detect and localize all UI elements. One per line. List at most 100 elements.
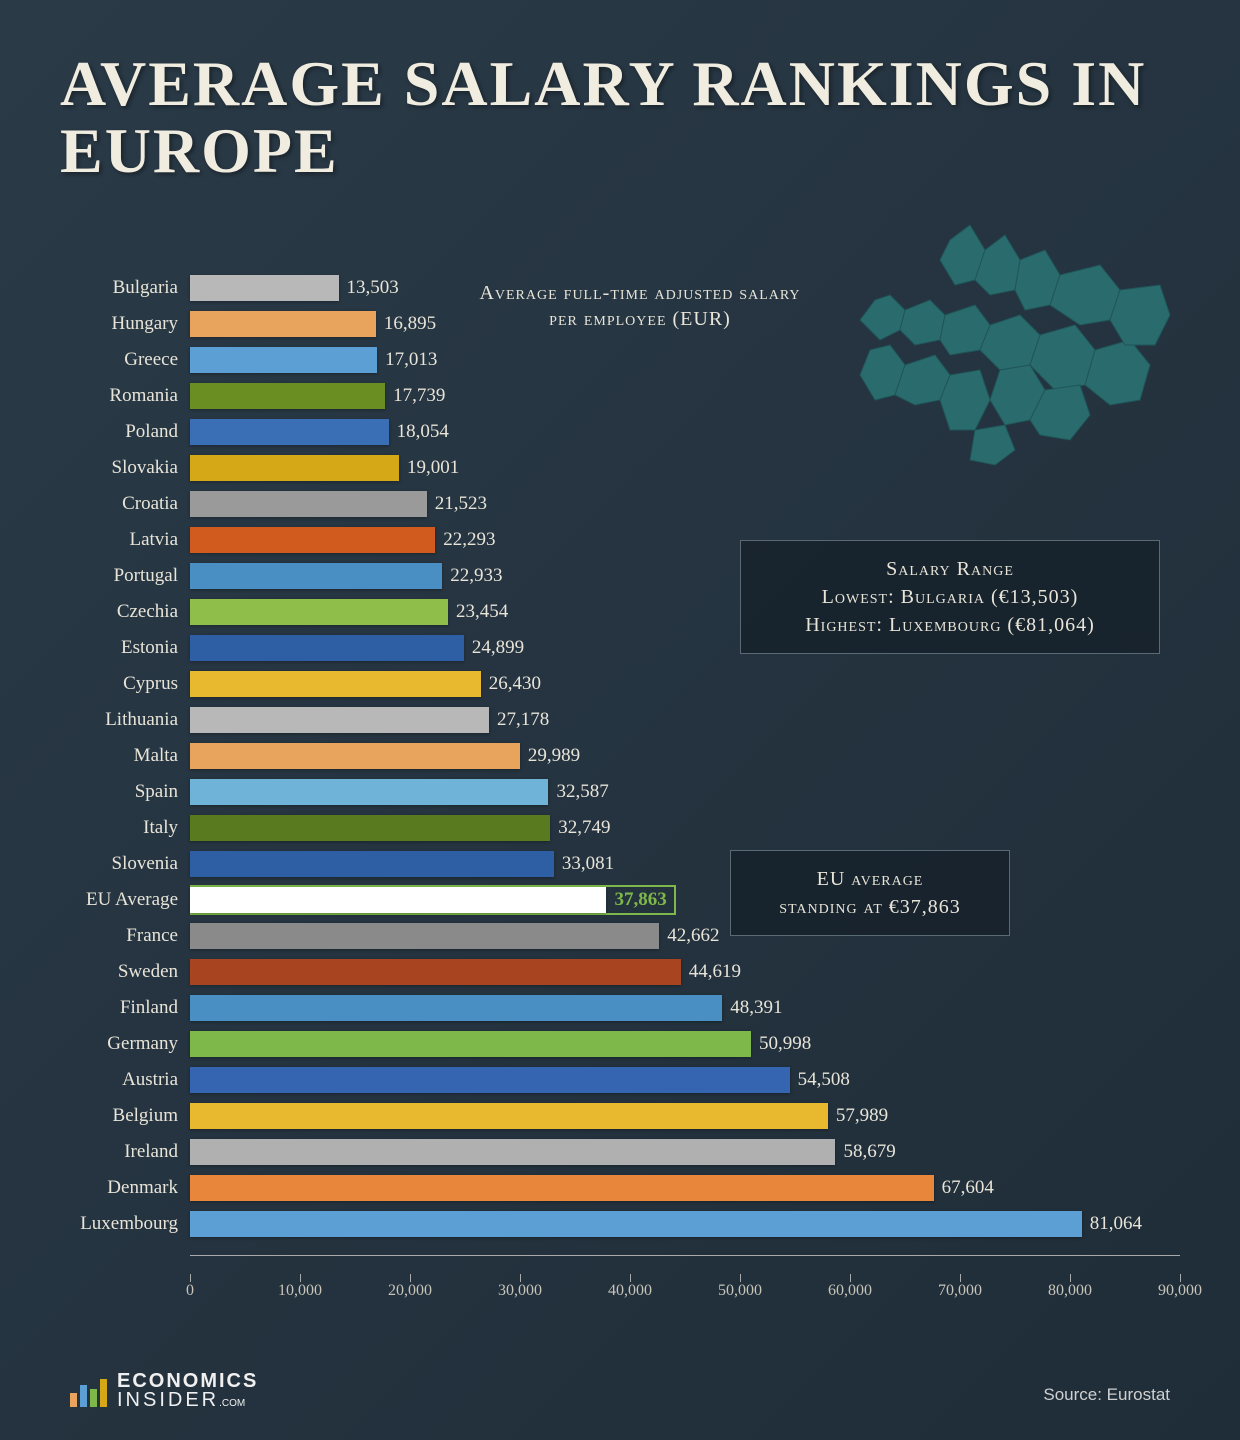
bar: 57,989 [190,1103,828,1129]
bar-value: 24,899 [472,637,524,659]
callout-range-lowest: Lowest: Bulgaria (€13,503) [763,583,1137,611]
bar: 81,064 [190,1211,1082,1237]
bar-track: 29,989 [190,743,1180,769]
bars-container: Bulgaria13,503Hungary16,895Greece17,013R… [60,270,1180,1242]
bar-value: 13,503 [347,277,399,299]
bar-track: 21,523 [190,491,1180,517]
bar-row: Slovenia33,081 [60,846,1180,882]
bar-value: 23,454 [456,601,508,623]
bar-track: 26,430 [190,671,1180,697]
logo-bar-icon [90,1389,97,1407]
bar-label: Germany [60,1033,190,1055]
bar-track: 27,178 [190,707,1180,733]
bar-row: Cyprus 26,430 [60,666,1180,702]
bar-label: Croatia [60,493,190,515]
bar-value: 22,293 [443,529,495,551]
bar-value: 19,001 [407,457,459,479]
bar-row: Denmark67,604 [60,1170,1180,1206]
bar-label: Luxembourg [60,1213,190,1235]
bar-label: EU Average [60,889,190,911]
bar-track: 57,989 [190,1103,1180,1129]
bar-track: 44,619 [190,959,1180,985]
bar: 19,001 [190,455,399,481]
bar-track: 58,679 [190,1139,1180,1165]
logo-bars-icon [70,1375,107,1407]
bar-track: 32,749 [190,815,1180,841]
bar-label: Poland [60,421,190,443]
bar: 17,739 [190,383,385,409]
bar-label: Portugal [60,565,190,587]
page-title: AVERAGE SALARY RANKINGS IN EUROPE [60,50,1180,184]
bar-value: 57,989 [836,1105,888,1127]
bar-label: Lithuania [60,709,190,731]
bar-track: 19,001 [190,455,1180,481]
bar-value: 21,523 [435,493,487,515]
bar-label: Hungary [60,313,190,335]
bar-value: 81,064 [1090,1213,1142,1235]
bar-label: Denmark [60,1177,190,1199]
bar: 17,013 [190,347,377,373]
bar-track: 67,604 [190,1175,1180,1201]
axis-tick-mark [520,1274,521,1282]
bar: 44,619 [190,959,681,985]
bar-label: Slovenia [60,853,190,875]
bar-row: EU Average 37,863 [60,882,1180,918]
salary-range-callout: Salary Range Lowest: Bulgaria (€13,503) … [740,540,1160,654]
bar-track: 17,013 [190,347,1180,373]
axis-tick: 30,000 [498,1282,542,1300]
bar-track: 54,508 [190,1067,1180,1093]
callout-range-highest: Highest: Luxembourg (€81,064) [763,611,1137,639]
bar: 50,998 [190,1031,751,1057]
brand-logo: ECONOMICS INSIDER.COM [70,1372,258,1410]
bar-value: 58,679 [843,1141,895,1163]
bar-row: Croatia21,523 [60,486,1180,522]
callout-avg-line2: standing at €37,863 [753,893,987,921]
bar: 48,391 [190,995,722,1021]
bar-row: Luxembourg81,064 [60,1206,1180,1242]
bar: 32,749 [190,815,550,841]
bar-label: Latvia [60,529,190,551]
bar: 54,508 [190,1067,790,1093]
axis-tick: 60,000 [828,1282,872,1300]
axis-tick: 80,000 [1048,1282,1092,1300]
bar-label: Cyprus [60,673,190,695]
axis-tick-mark [190,1274,191,1282]
axis-tick-mark [1070,1274,1071,1282]
bar-value: 48,391 [730,997,782,1019]
bar-value: 16,895 [384,313,436,335]
bar-chart: Bulgaria13,503Hungary16,895Greece17,013R… [60,270,1180,1290]
bar-value: 37,863 [614,889,666,911]
bar-track: 33,081 [190,851,1180,877]
bar-row: Spain32,587 [60,774,1180,810]
bar-label: Slovakia [60,457,190,479]
bar-value: 18,054 [397,421,449,443]
bar-value: 27,178 [497,709,549,731]
axis-tick: 40,000 [608,1282,652,1300]
bar-track: 81,064 [190,1211,1180,1237]
axis-tick-mark [630,1274,631,1282]
bar: 13,503 [190,275,339,301]
bar-row: France42,662 [60,918,1180,954]
bar-row: Poland 18,054 [60,414,1180,450]
bar-track: 16,895 [190,311,1180,337]
bar-label: France [60,925,190,947]
bar-value: 17,013 [385,349,437,371]
logo-bar-icon [80,1385,87,1407]
bar-track: 17,739 [190,383,1180,409]
axis-tick-mark [740,1274,741,1282]
callout-avg-line1: EU average [753,865,987,893]
bar-track: 13,503 [190,275,1180,301]
bar-value: 26,430 [489,673,541,695]
bar-row: Germany50,998 [60,1026,1180,1062]
bar: 21,523 [190,491,427,517]
logo-bar-icon [100,1379,107,1407]
axis-tick: 0 [186,1282,194,1300]
bar-track: 50,998 [190,1031,1180,1057]
bar-value: 22,933 [450,565,502,587]
axis-tick-mark [300,1274,301,1282]
bar-row: Bulgaria13,503 [60,270,1180,306]
bar-value: 29,989 [528,745,580,767]
logo-text: ECONOMICS INSIDER.COM [117,1372,258,1410]
bar-label: Estonia [60,637,190,659]
bar-label: Austria [60,1069,190,1091]
